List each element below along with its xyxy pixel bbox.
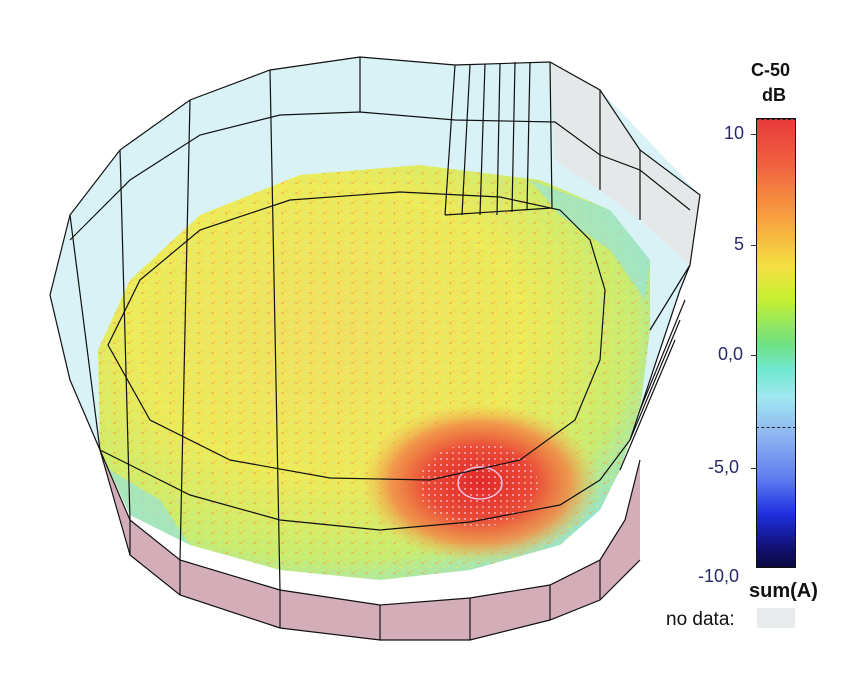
receiver-marker: [457, 466, 503, 500]
tick-0: 0,0: [718, 344, 744, 364]
tick-minus-10: -10,0: [698, 566, 740, 586]
legend-metric: C-50: [751, 60, 791, 80]
wireframe: [49, 56, 701, 641]
tick-mark: [751, 134, 757, 135]
no-data-label: no data:: [666, 609, 735, 630]
tick-mark: [751, 355, 757, 356]
tick-minus-5: -5,0: [708, 457, 740, 477]
legend-mode: sum(A): [749, 580, 818, 602]
tick-10: 10: [724, 123, 745, 143]
colorbar-sum-marker: [756, 427, 796, 428]
tick-5: 5: [734, 234, 745, 254]
colorbar: [756, 118, 796, 568]
colorbar-top-marker: [756, 119, 796, 120]
no-data-swatch: [757, 608, 795, 628]
no-data-region: [550, 62, 700, 265]
tick-mark: [751, 245, 757, 246]
tick-mark: [751, 468, 757, 469]
legend-unit: dB: [762, 85, 786, 105]
